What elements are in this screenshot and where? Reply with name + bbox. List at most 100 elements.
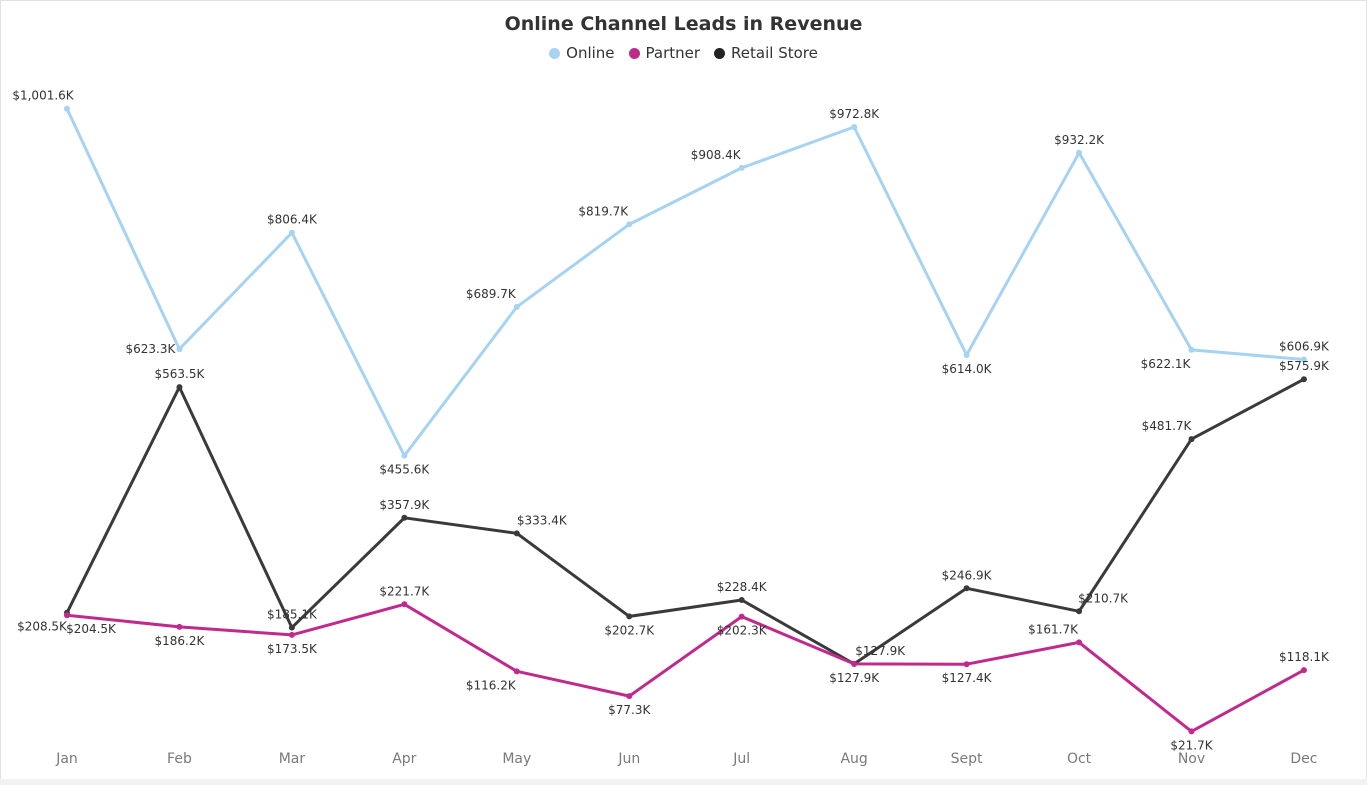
- data-label-online-jan: $1,001.6K: [12, 89, 74, 103]
- data-label-retail-store-jul: $228.4K: [717, 580, 768, 594]
- data-point-online-jul[interactable]: [738, 164, 745, 171]
- x-tick-label-jun: Jun: [617, 751, 640, 767]
- data-label-online-apr: $455.6K: [379, 463, 430, 477]
- legend: Online Partner Retail Store: [0, 44, 1367, 62]
- data-point-retail-store-jun[interactable]: [626, 613, 633, 620]
- x-tick-label-sept: Sept: [951, 751, 983, 767]
- series-retail-store: [64, 376, 1307, 667]
- data-point-partner-nov[interactable]: [1188, 728, 1195, 735]
- data-label-partner-jan: $204.5K: [66, 622, 117, 636]
- legend-item-retail-store[interactable]: Retail Store: [714, 44, 818, 62]
- data-point-partner-feb[interactable]: [176, 623, 183, 630]
- x-tick-label-oct: Oct: [1067, 751, 1092, 767]
- legend-label-retail-store: Retail Store: [731, 44, 818, 62]
- data-label-retail-store-mar: $185.1K: [267, 608, 318, 622]
- data-point-online-nov[interactable]: [1188, 346, 1195, 353]
- data-point-partner-sept[interactable]: [963, 661, 970, 668]
- data-label-partner-feb: $186.2K: [155, 634, 206, 648]
- data-label-online-oct: $932.2K: [1054, 133, 1105, 147]
- data-point-retail-store-nov[interactable]: [1188, 436, 1195, 443]
- bottom-strip: [0, 779, 1367, 785]
- series-line-online: [65, 108, 1305, 458]
- data-point-partner-dec[interactable]: [1300, 667, 1307, 674]
- x-tick-label-apr: Apr: [392, 751, 416, 767]
- data-label-partner-oct: $161.7K: [1028, 622, 1079, 636]
- data-label-online-sept: $614.0K: [942, 362, 993, 376]
- x-tick-label-feb: Feb: [167, 751, 192, 767]
- data-point-retail-store-apr[interactable]: [401, 514, 408, 521]
- data-point-online-dec[interactable]: [1300, 356, 1307, 363]
- data-label-partner-apr: $221.7K: [379, 584, 430, 598]
- data-label-online-jul: $908.4K: [691, 148, 742, 162]
- legend-label-online: Online: [566, 44, 615, 62]
- data-label-partner-nov: $21.7K: [1170, 738, 1213, 752]
- x-tick-label-dec: Dec: [1290, 751, 1317, 767]
- data-label-retail-store-sept: $246.9K: [942, 568, 993, 582]
- data-label-partner-sept: $127.4K: [942, 671, 993, 685]
- legend-item-online[interactable]: Online: [549, 44, 615, 62]
- x-tick-label-jul: Jul: [732, 751, 750, 767]
- data-point-partner-may[interactable]: [513, 668, 520, 675]
- series-line-partner: [66, 602, 1305, 733]
- data-label-retail-store-apr: $357.9K: [379, 498, 430, 512]
- data-point-online-jan[interactable]: [64, 105, 70, 112]
- data-point-online-aug[interactable]: [851, 124, 858, 131]
- data-point-partner-jul[interactable]: [738, 613, 745, 620]
- data-label-online-dec: $606.9K: [1279, 340, 1330, 354]
- x-tick-label-nov: Nov: [1178, 751, 1205, 767]
- data-label-partner-may: $116.2K: [466, 678, 517, 692]
- data-label-online-jun: $819.7K: [578, 204, 629, 218]
- data-point-online-jun[interactable]: [626, 221, 633, 228]
- data-label-partner-dec: $118.1K: [1279, 650, 1330, 664]
- legend-swatch-retail-store: [714, 47, 726, 59]
- data-point-retail-store-sept[interactable]: [963, 585, 970, 592]
- data-point-retail-store-may[interactable]: [513, 530, 520, 537]
- data-label-partner-mar: $173.5K: [267, 642, 318, 656]
- data-point-retail-store-jul[interactable]: [738, 597, 745, 604]
- data-label-online-nov: $622.1K: [1141, 357, 1192, 371]
- data-point-online-oct[interactable]: [1076, 149, 1083, 156]
- data-label-retail-store-feb: $563.5K: [155, 367, 206, 381]
- legend-item-partner[interactable]: Partner: [628, 44, 701, 62]
- series-partner: [64, 601, 1307, 735]
- data-label-retail-store-dec: $575.9K: [1279, 359, 1330, 373]
- data-label-retail-store-jan: $208.5K: [17, 620, 68, 634]
- data-point-partner-oct[interactable]: [1076, 639, 1083, 646]
- data-label-retail-store-oct: $210.7K: [1078, 591, 1129, 605]
- data-point-retail-store-dec[interactable]: [1300, 376, 1307, 383]
- data-point-online-apr[interactable]: [401, 452, 408, 459]
- data-point-partner-aug[interactable]: [851, 660, 858, 667]
- data-point-online-mar[interactable]: [288, 229, 295, 236]
- data-label-online-feb: $623.3K: [126, 342, 177, 356]
- data-point-online-feb[interactable]: [176, 346, 183, 353]
- data-label-retail-store-nov: $481.7K: [1142, 419, 1193, 433]
- data-point-retail-store-mar[interactable]: [288, 624, 295, 631]
- data-label-online-aug: $972.8K: [829, 107, 880, 121]
- legend-swatch-partner: [628, 47, 640, 59]
- data-label-online-may: $689.7K: [466, 287, 517, 301]
- x-tick-label-may: May: [502, 751, 531, 767]
- data-label-online-mar: $806.4K: [267, 213, 318, 227]
- data-point-retail-store-feb[interactable]: [176, 384, 183, 391]
- data-label-retail-store-aug: $127.9K: [829, 671, 880, 685]
- chart-title: Online Channel Leads in Revenue: [504, 13, 863, 35]
- series-line-retail-store: [65, 377, 1305, 666]
- data-point-online-may[interactable]: [513, 303, 520, 310]
- data-label-partner-jul: $202.3K: [717, 624, 768, 638]
- data-point-retail-store-oct[interactable]: [1076, 608, 1083, 615]
- x-tick-label-aug: Aug: [840, 751, 867, 767]
- data-point-partner-apr[interactable]: [401, 601, 408, 608]
- x-tick-label-jan: Jan: [55, 751, 78, 767]
- data-point-partner-jan[interactable]: [64, 612, 70, 619]
- data-point-partner-jun[interactable]: [626, 693, 633, 700]
- data-point-partner-mar[interactable]: [288, 631, 295, 638]
- data-label-retail-store-may: $333.4K: [517, 513, 568, 527]
- data-label-retail-store-jun: $202.7K: [604, 623, 655, 637]
- data-label-partner-aug: $127.9K: [855, 644, 906, 658]
- legend-label-partner: Partner: [645, 44, 701, 62]
- data-label-partner-jun: $77.3K: [608, 703, 651, 717]
- data-point-online-sept[interactable]: [963, 352, 970, 359]
- series-online: [64, 105, 1307, 459]
